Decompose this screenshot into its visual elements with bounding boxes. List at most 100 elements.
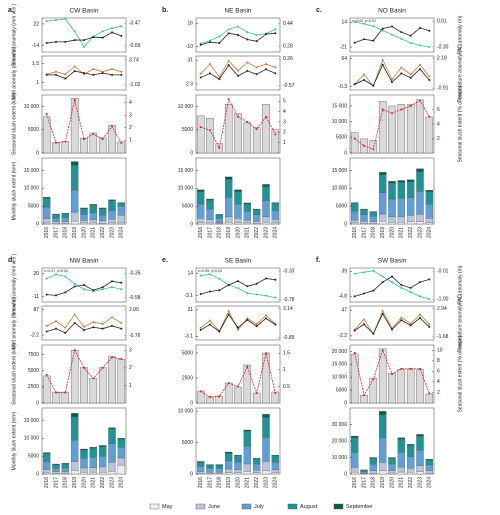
stacked-bar	[70, 164, 79, 191]
stacked-bar	[117, 447, 126, 459]
stacked-bar	[70, 189, 79, 213]
bar	[52, 391, 60, 404]
stacked-bar	[196, 203, 205, 219]
bar	[70, 349, 79, 404]
tick-label: 16	[187, 21, 193, 27]
stacked-bar	[425, 459, 434, 466]
data-point	[83, 72, 85, 74]
data-point	[391, 78, 393, 81]
data-point	[391, 328, 393, 331]
stacked-bar	[89, 222, 98, 225]
tick-label: 31	[187, 57, 193, 63]
stacked-bar	[252, 458, 261, 460]
stacked-bar	[206, 208, 214, 220]
data-line	[46, 99, 122, 144]
tick-label: -1.02	[129, 82, 141, 88]
tick-label: 10 000	[332, 455, 348, 461]
stacked-bar	[350, 437, 359, 453]
stacked-bar	[252, 463, 261, 471]
stacked-bar	[378, 174, 387, 193]
data-point	[199, 126, 202, 129]
x-tick-label: 2022	[100, 227, 106, 238]
stacked-bar	[42, 222, 51, 225]
data-point	[274, 133, 277, 136]
data-point	[255, 128, 258, 131]
stacked-bar	[425, 222, 434, 225]
data-point	[111, 356, 113, 359]
data-point	[353, 295, 356, 298]
data-point	[246, 120, 249, 123]
tick-label: 4	[437, 379, 440, 385]
x-tick-label: 2018	[371, 227, 377, 238]
stacked-bar	[98, 207, 107, 209]
data-point	[45, 73, 48, 76]
data-point	[227, 310, 230, 313]
tick-label: -0.69	[129, 43, 141, 49]
data-point	[64, 326, 67, 329]
tick-label: -14	[32, 43, 39, 49]
axis-label: Temperature anomaly (°C)	[457, 293, 463, 352]
data-point	[218, 42, 221, 45]
stacked-bar	[350, 211, 359, 221]
axis-label: Seasonal slush extent (% of basin)	[457, 85, 463, 162]
data-point	[199, 390, 202, 393]
stacked-bar	[89, 219, 98, 224]
data-point	[246, 285, 249, 288]
stacked-bar	[425, 191, 434, 205]
data-point	[45, 277, 48, 280]
stacked-bar	[70, 212, 79, 222]
data-point	[381, 309, 384, 312]
data-point	[101, 36, 104, 39]
stacked-bar	[243, 202, 252, 205]
stacked-bar	[98, 220, 107, 224]
bar	[61, 141, 70, 154]
stacked-bar	[360, 469, 368, 472]
stacked-bar	[234, 454, 242, 456]
stacked-bar	[80, 208, 88, 215]
data-point	[353, 21, 356, 24]
tick-label: -3.1	[184, 334, 193, 340]
tick-label: 1.5	[32, 61, 39, 67]
stacked-bar	[196, 461, 205, 463]
plot-frame	[349, 17, 435, 53]
tick-label: 2500	[28, 384, 39, 390]
stacked-bar	[117, 222, 126, 225]
data-point	[83, 45, 85, 48]
legend-label: July	[254, 504, 264, 510]
stacked-bar	[61, 221, 70, 224]
tick-label: 5000	[336, 135, 347, 141]
bar	[117, 141, 126, 154]
data-point	[274, 32, 277, 35]
data-point	[428, 46, 431, 49]
x-tick-label: 2019	[380, 477, 386, 488]
x-tick-label: 2024	[273, 477, 279, 488]
data-point	[227, 98, 230, 101]
bar	[252, 392, 261, 404]
stacked-bar	[61, 471, 70, 474]
stacked-bar	[406, 197, 415, 216]
stacked-bar	[262, 414, 270, 418]
stacked-bar	[243, 446, 252, 465]
tick-label: -0.01	[437, 268, 449, 274]
stacked-bar	[89, 212, 98, 220]
stacked-bar	[262, 186, 270, 201]
plot-frame	[349, 305, 435, 341]
stacked-bar	[262, 216, 270, 223]
stacked-bar	[52, 464, 60, 469]
stacked-bar	[98, 472, 107, 475]
stacked-bar	[388, 182, 396, 200]
data-point	[381, 312, 384, 315]
data-point	[55, 391, 57, 394]
stacked-bar	[117, 438, 126, 448]
bar	[196, 115, 205, 154]
tick-label: 1.5	[283, 351, 290, 357]
stacked-bar	[61, 217, 70, 222]
stacked-bar	[108, 462, 116, 472]
stacked-bar	[252, 470, 261, 473]
tick-label: 0	[36, 471, 39, 477]
data-point	[64, 291, 67, 294]
axis-label: Seasonal slush extent (km²)	[11, 93, 17, 155]
data-line	[354, 270, 430, 300]
tick-label: 0	[190, 150, 193, 156]
